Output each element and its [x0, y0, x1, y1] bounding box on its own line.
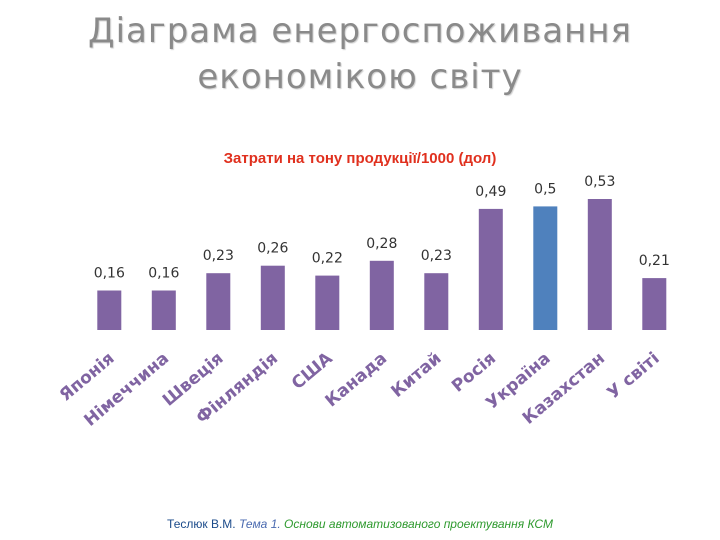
bar-chart: 0,16Японія0,16Німеччина0,23Швеція0,26Фін… [56, 174, 670, 431]
data-label-10: 0,53 [584, 174, 615, 190]
bar-1 [97, 290, 122, 330]
chart-title: Затрати на тону продукції/1000 (дол) [223, 150, 497, 167]
footer-theme: Тема 1. [238, 517, 281, 531]
x-tick-label-6: Канада [322, 349, 391, 412]
bar-5 [315, 275, 340, 330]
bar-7 [424, 273, 449, 330]
bar-8 [478, 208, 503, 330]
x-tick-label-7: Китай [387, 349, 445, 402]
data-label-4: 0,26 [257, 241, 288, 257]
data-label-3: 0,23 [203, 248, 234, 264]
data-label-11: 0,21 [639, 253, 670, 269]
x-tick-label-11: У світі [604, 349, 664, 404]
footer-topic: Основи автоматизованого проектування КСМ [284, 517, 553, 531]
bar-4 [260, 265, 285, 330]
footer-author: Теслюк В.М. [167, 517, 236, 531]
bar-6 [369, 260, 394, 330]
data-label-5: 0,22 [312, 251, 343, 267]
data-label-2: 0,16 [148, 266, 179, 282]
data-label-1: 0,16 [94, 266, 125, 282]
data-label-8: 0,49 [475, 184, 506, 200]
page-title-line2: економікою світу [197, 57, 523, 97]
footer: Теслюк В.М. Тема 1. Основи автоматизован… [0, 517, 720, 531]
bar-2 [151, 290, 176, 330]
bar-3 [206, 273, 231, 330]
bar-9 [533, 206, 558, 330]
data-label-6: 0,28 [366, 236, 397, 252]
bar-10 [587, 199, 612, 330]
page-title: Діаграма енергоспоживання економікою сві… [0, 8, 720, 100]
data-label-9: 0,5 [534, 181, 556, 197]
data-label-7: 0,23 [421, 248, 452, 264]
bar-11 [642, 278, 667, 330]
page-title-line1: Діаграма енергоспоживання [88, 11, 632, 51]
x-tick-label-5: США [288, 348, 337, 394]
